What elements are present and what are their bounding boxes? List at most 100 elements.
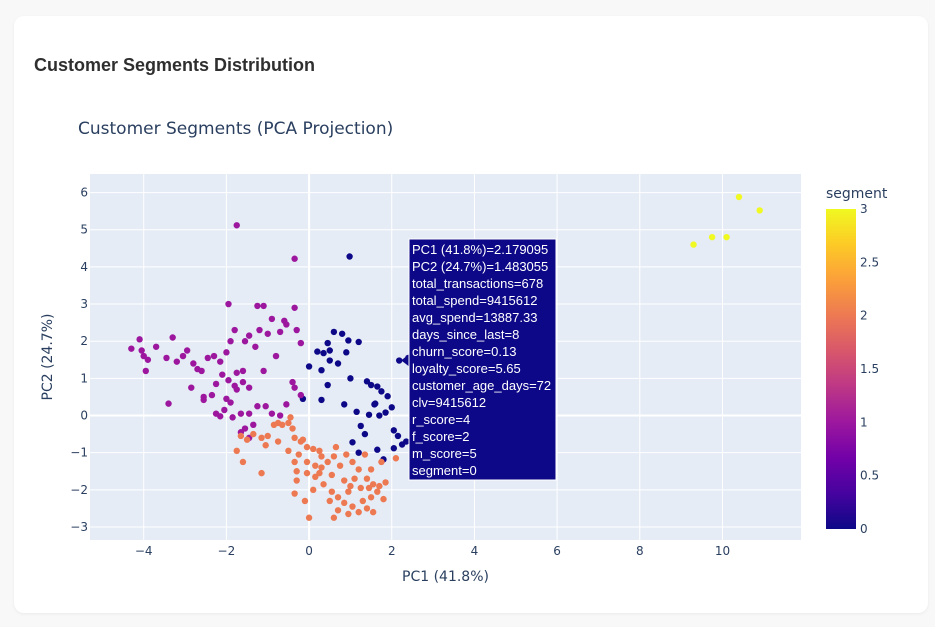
data-point[interactable] (144, 356, 152, 363)
data-point[interactable] (239, 367, 247, 375)
data-point[interactable] (204, 354, 212, 362)
data-point[interactable] (388, 404, 395, 411)
data-point[interactable] (369, 481, 377, 488)
data-point[interactable] (355, 338, 362, 346)
data-point[interactable] (136, 336, 143, 343)
data-point[interactable] (287, 414, 294, 421)
data-point[interactable] (756, 207, 763, 214)
data-point[interactable] (303, 443, 311, 451)
data-point[interactable] (268, 410, 276, 417)
data-point[interactable] (355, 508, 362, 516)
data-point[interactable] (233, 222, 240, 229)
data-point[interactable] (208, 391, 216, 399)
data-point[interactable] (227, 338, 234, 345)
data-point[interactable] (341, 401, 348, 408)
data-point[interactable] (318, 453, 325, 460)
data-point[interactable] (345, 488, 352, 495)
data-point[interactable] (369, 508, 377, 516)
data-point[interactable] (318, 464, 325, 471)
data-point[interactable] (188, 384, 195, 391)
data-point[interactable] (334, 494, 342, 501)
data-point[interactable] (239, 458, 247, 466)
data-point[interactable] (305, 514, 313, 521)
data-point[interactable] (363, 378, 371, 385)
data-point[interactable] (299, 436, 307, 443)
data-point[interactable] (219, 371, 226, 378)
data-point[interactable] (233, 369, 240, 376)
data-point[interactable] (367, 466, 375, 473)
data-point[interactable] (365, 411, 373, 418)
data-point[interactable] (355, 466, 362, 473)
data-point[interactable] (260, 302, 267, 310)
data-point[interactable] (152, 343, 160, 350)
data-point[interactable] (260, 367, 267, 375)
data-point[interactable] (237, 410, 245, 417)
data-point[interactable] (250, 421, 257, 429)
data-point[interactable] (326, 347, 333, 354)
data-point[interactable] (310, 486, 317, 494)
data-points[interactable] (128, 193, 763, 521)
data-point[interactable] (347, 482, 354, 490)
data-point[interactable] (320, 349, 327, 357)
data-point[interactable] (285, 447, 292, 455)
data-point[interactable] (291, 490, 298, 497)
data-point[interactable] (291, 384, 298, 391)
data-point[interactable] (285, 419, 292, 427)
data-point[interactable] (252, 343, 259, 350)
data-point[interactable] (291, 304, 298, 311)
data-point[interactable] (349, 439, 356, 446)
data-point[interactable] (293, 468, 300, 475)
data-point[interactable] (361, 430, 369, 438)
data-point[interactable] (334, 360, 342, 367)
data-point[interactable] (343, 349, 350, 356)
data-point[interactable] (256, 326, 263, 334)
data-point[interactable] (376, 412, 383, 419)
data-point[interactable] (374, 383, 381, 390)
data-point[interactable] (179, 352, 187, 360)
data-point[interactable] (223, 349, 230, 356)
data-point[interactable] (330, 453, 338, 460)
data-point[interactable] (341, 477, 348, 484)
data-point[interactable] (378, 388, 385, 395)
data-point[interactable] (305, 363, 313, 370)
data-point[interactable] (363, 475, 371, 482)
data-point[interactable] (173, 358, 181, 365)
data-point[interactable] (367, 494, 375, 501)
data-point[interactable] (217, 358, 224, 365)
data-point[interactable] (212, 380, 220, 388)
data-point[interactable] (318, 366, 325, 374)
data-point[interactable] (217, 413, 224, 420)
data-point[interactable] (258, 434, 265, 442)
data-point[interactable] (225, 300, 232, 308)
data-point[interactable] (735, 193, 743, 201)
data-point[interactable] (241, 425, 249, 432)
data-point[interactable] (245, 384, 253, 391)
data-point[interactable] (384, 393, 391, 400)
data-point[interactable] (276, 412, 284, 419)
data-point[interactable] (221, 406, 228, 414)
data-point[interactable] (332, 443, 340, 451)
data-point[interactable] (343, 451, 350, 458)
data-point[interactable] (289, 378, 296, 386)
data-point[interactable] (324, 458, 331, 466)
data-point[interactable] (223, 395, 230, 403)
data-point[interactable] (254, 302, 261, 310)
data-point[interactable] (183, 347, 191, 354)
data-point[interactable] (371, 401, 378, 408)
data-point[interactable] (210, 352, 218, 360)
data-point[interactable] (268, 315, 276, 323)
data-point[interactable] (382, 409, 389, 416)
data-point[interactable] (291, 458, 298, 466)
data-point[interactable] (324, 381, 331, 389)
data-point[interactable] (392, 455, 400, 462)
data-point[interactable] (336, 462, 344, 469)
data-point[interactable] (374, 446, 381, 453)
data-point[interactable] (250, 430, 257, 438)
data-point[interactable] (690, 241, 697, 248)
data-point[interactable] (301, 497, 309, 505)
data-point[interactable] (338, 330, 346, 337)
data-point[interactable] (295, 451, 302, 458)
data-point[interactable] (293, 326, 300, 334)
data-point[interactable] (374, 488, 381, 495)
